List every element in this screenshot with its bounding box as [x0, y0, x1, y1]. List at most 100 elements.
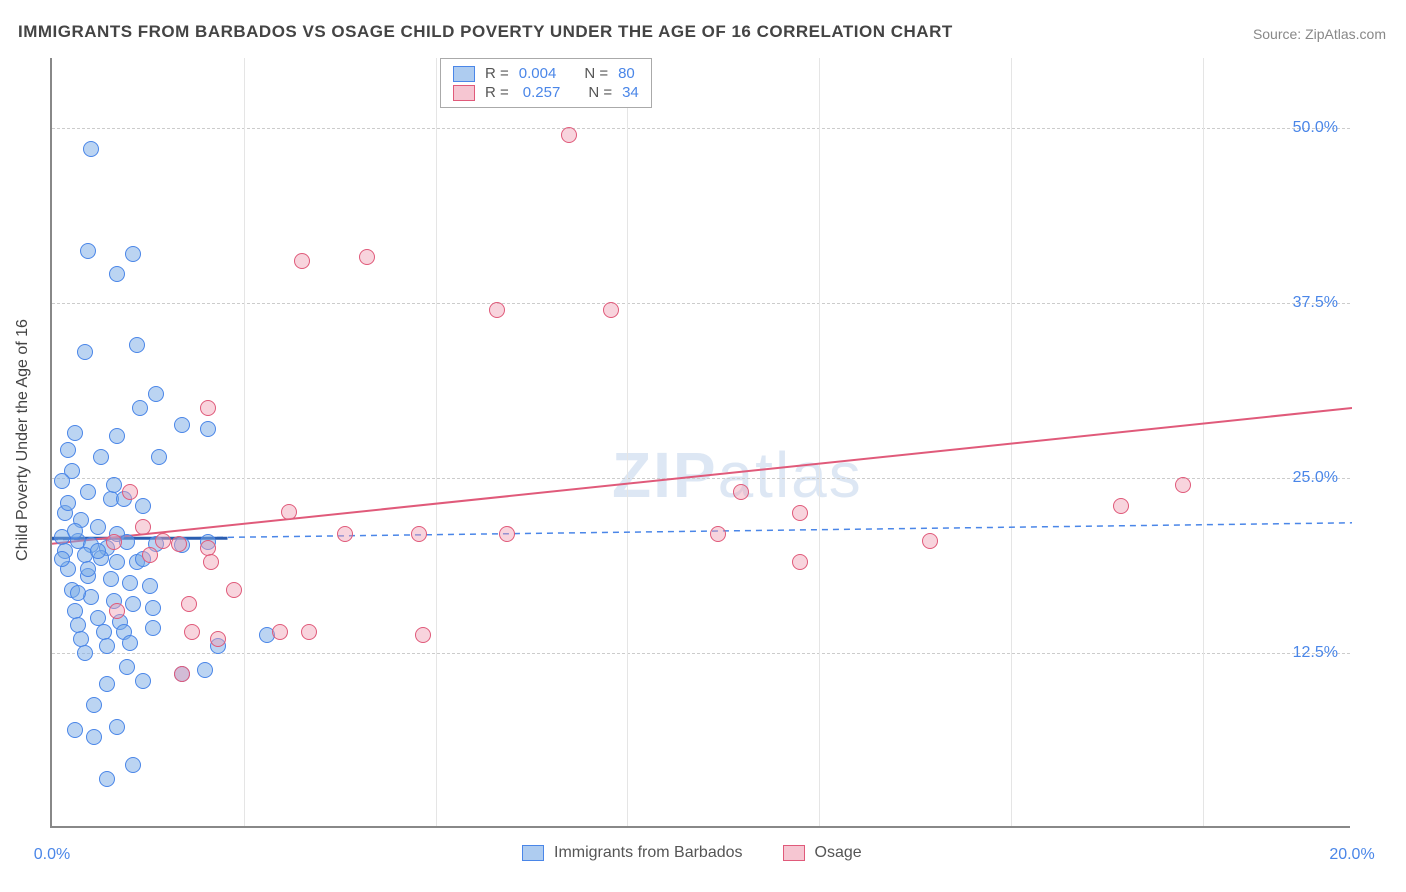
data-point: [922, 533, 938, 549]
data-point: [359, 249, 375, 265]
data-point: [80, 561, 96, 577]
data-point: [119, 659, 135, 675]
xtick-label-right: 20.0%: [1329, 846, 1374, 864]
data-point: [109, 428, 125, 444]
trend-line: [52, 408, 1352, 544]
data-point: [109, 554, 125, 570]
n-value-1: 80: [618, 65, 635, 82]
data-point: [86, 697, 102, 713]
data-point: [184, 624, 200, 640]
gridline-v: [819, 58, 820, 826]
n-label-2: N =: [588, 84, 612, 101]
ytick-label: 37.5%: [1278, 294, 1338, 312]
r-label-1: R =: [485, 65, 509, 82]
scatter-plot: ZIPatlas Immigrants from Barbados Osage …: [50, 58, 1350, 828]
data-point: [122, 635, 138, 651]
r-label-2: R =: [485, 84, 509, 101]
data-point: [411, 526, 427, 542]
data-point: [203, 554, 219, 570]
xtick-label-left: 0.0%: [34, 846, 70, 864]
legend-bottom: Immigrants from Barbados Osage: [522, 844, 862, 862]
data-point: [210, 631, 226, 647]
data-point: [125, 246, 141, 262]
data-point: [155, 533, 171, 549]
legend-swatch-pink: [783, 845, 805, 861]
trend-line: [52, 523, 1352, 540]
data-point: [1175, 477, 1191, 493]
data-point: [77, 645, 93, 661]
data-point: [197, 662, 213, 678]
data-point: [86, 729, 102, 745]
data-point: [733, 484, 749, 500]
data-point: [301, 624, 317, 640]
legend-swatch-blue: [522, 845, 544, 861]
ytick-label: 12.5%: [1278, 644, 1338, 662]
data-point: [148, 386, 164, 402]
data-point: [54, 473, 70, 489]
watermark: ZIPatlas: [612, 438, 863, 512]
data-point: [93, 449, 109, 465]
data-point: [135, 519, 151, 535]
n-value-2: 34: [622, 84, 639, 101]
data-point: [77, 344, 93, 360]
r-value-1: 0.004: [519, 65, 557, 82]
watermark-light: atlas: [718, 439, 863, 511]
data-point: [80, 243, 96, 259]
data-point: [145, 620, 161, 636]
data-point: [489, 302, 505, 318]
data-point: [106, 477, 122, 493]
y-axis-label: Child Poverty Under the Age of 16: [14, 319, 32, 561]
data-point: [106, 534, 122, 550]
data-point: [60, 442, 76, 458]
source-value: ZipAtlas.com: [1305, 26, 1386, 42]
data-point: [792, 554, 808, 570]
data-point: [792, 505, 808, 521]
data-point: [80, 484, 96, 500]
data-point: [122, 484, 138, 500]
legend-top-swatch-pink: [453, 85, 475, 101]
data-point: [135, 673, 151, 689]
legend-top-swatch-blue: [453, 66, 475, 82]
data-point: [129, 337, 145, 353]
data-point: [109, 266, 125, 282]
data-point: [142, 578, 158, 594]
data-point: [561, 127, 577, 143]
data-point: [145, 600, 161, 616]
chart-container: IMMIGRANTS FROM BARBADOS VS OSAGE CHILD …: [0, 0, 1406, 892]
data-point: [83, 141, 99, 157]
legend-stats-osage: R = 0.257 N = 34: [453, 84, 639, 101]
data-point: [281, 504, 297, 520]
data-point: [710, 526, 726, 542]
trend-lines: [52, 58, 1352, 828]
gridline-v: [627, 58, 628, 826]
n-label-1: N =: [584, 65, 608, 82]
gridline-v: [1203, 58, 1204, 826]
data-point: [1113, 498, 1129, 514]
data-point: [99, 638, 115, 654]
ytick-label: 50.0%: [1278, 119, 1338, 137]
data-point: [142, 547, 158, 563]
data-point: [109, 719, 125, 735]
data-point: [67, 722, 83, 738]
source-attribution: Source: ZipAtlas.com: [1253, 26, 1386, 42]
gridline-v: [436, 58, 437, 826]
data-point: [54, 551, 70, 567]
data-point: [99, 676, 115, 692]
data-point: [294, 253, 310, 269]
legend-stats-barbados: R = 0.004 N = 80: [453, 65, 639, 82]
data-point: [272, 624, 288, 640]
data-point: [499, 526, 515, 542]
data-point: [125, 757, 141, 773]
data-point: [151, 449, 167, 465]
r-value-2: 0.257: [523, 84, 561, 101]
legend-item-osage: Osage: [783, 844, 862, 862]
data-point: [122, 575, 138, 591]
gridline-h: [52, 303, 1350, 304]
gridline-v: [244, 58, 245, 826]
data-point: [99, 771, 115, 787]
data-point: [171, 536, 187, 552]
data-point: [60, 495, 76, 511]
legend-label-osage: Osage: [815, 844, 862, 862]
data-point: [226, 582, 242, 598]
gridline-h: [52, 478, 1350, 479]
